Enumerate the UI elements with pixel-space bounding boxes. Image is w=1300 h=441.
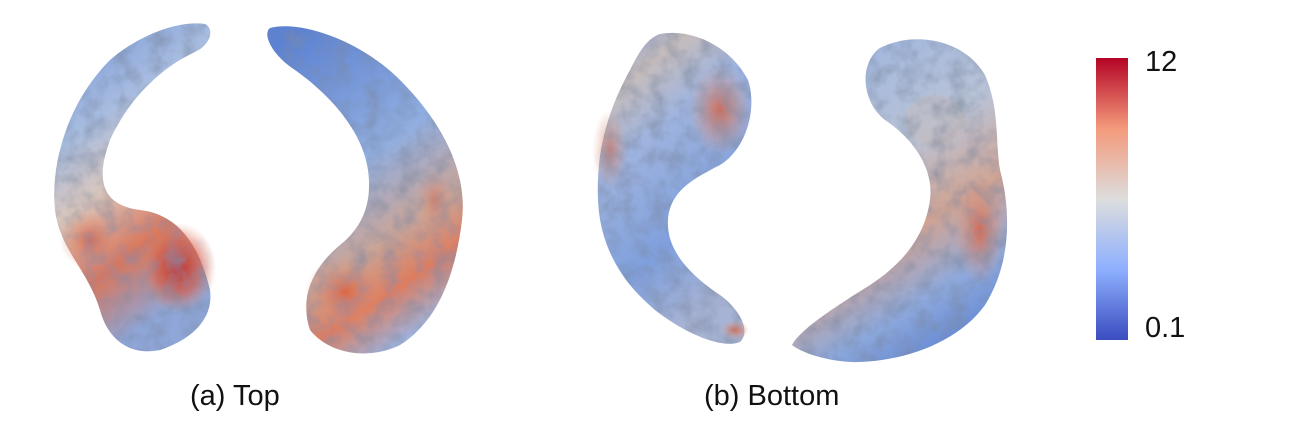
top-right-hippocampus bbox=[267, 26, 463, 354]
colorbar bbox=[1096, 58, 1128, 340]
colorbar-max-label: 12 bbox=[1145, 46, 1178, 78]
caption-top: (a) Top bbox=[190, 380, 280, 412]
bottom-left-hippocampus bbox=[592, 32, 752, 344]
top-left-hippocampus bbox=[54, 23, 216, 352]
caption-bottom: (b) Bottom bbox=[704, 380, 840, 412]
colorbar-min-label: 0.1 bbox=[1145, 312, 1186, 344]
bottom-right-hippocampus bbox=[792, 39, 1008, 363]
